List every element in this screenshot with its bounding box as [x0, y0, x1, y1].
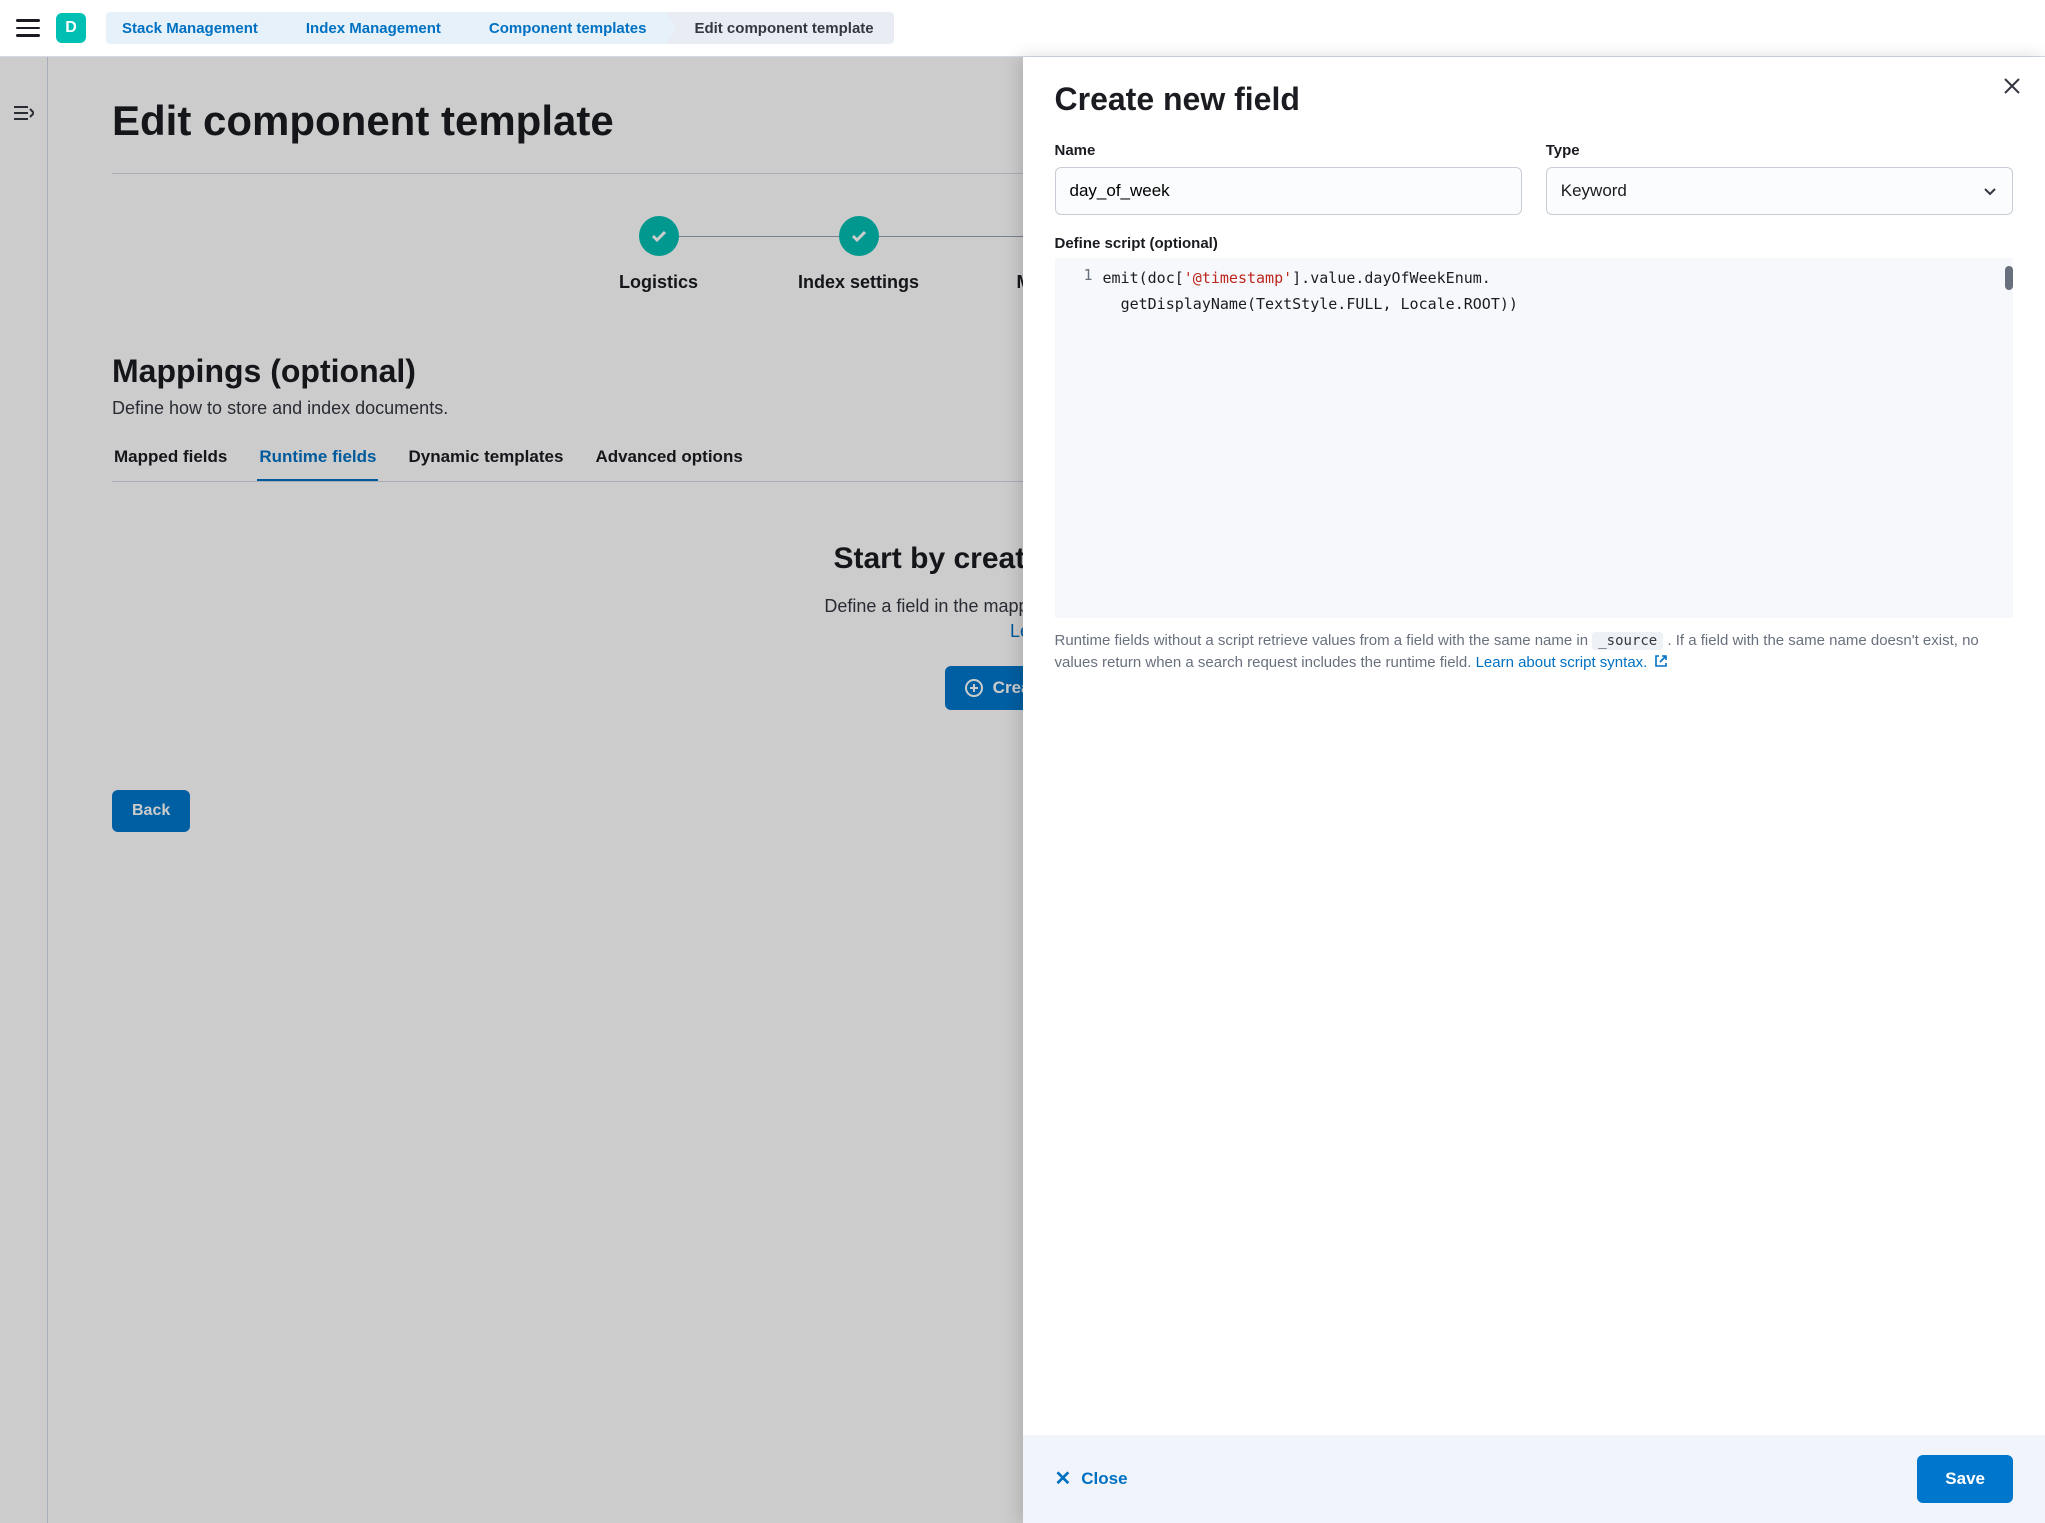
close-flyout-button[interactable] — [2003, 77, 2021, 95]
breadcrumb-component-templates[interactable]: Component templates — [461, 12, 667, 44]
script-label: Define script (optional) — [1055, 235, 2014, 252]
top-bar: D Stack Management Index Management Comp… — [0, 0, 2045, 57]
breadcrumb-stack-management[interactable]: Stack Management — [106, 12, 278, 44]
create-field-flyout: Create new field Name Type Keyword — [1023, 57, 2045, 1523]
editor-gutter: 1 — [1055, 258, 1103, 618]
close-icon: ✕ — [1055, 1469, 1072, 1489]
flyout-title: Create new field — [1055, 81, 2014, 118]
field-name-input[interactable] — [1055, 167, 1522, 215]
breadcrumb-current: Edit component template — [666, 12, 893, 44]
source-code-token: _source — [1592, 632, 1663, 650]
script-editor[interactable]: 1 emit(doc['@timestamp'].value.dayOfWeek… — [1055, 258, 2014, 618]
external-link-icon — [1654, 654, 1668, 668]
editor-content[interactable]: emit(doc['@timestamp'].value.dayOfWeekEn… — [1103, 258, 2014, 618]
breadcrumbs: Stack Management Index Management Compon… — [106, 12, 894, 44]
save-button[interactable]: Save — [1917, 1455, 2013, 1503]
type-selected-value: Keyword — [1561, 181, 1627, 201]
breadcrumb-index-management[interactable]: Index Management — [278, 12, 461, 44]
flyout-footer: ✕ Close Save — [1023, 1435, 2045, 1523]
editor-scrollbar[interactable] — [2005, 266, 2013, 290]
field-type-select[interactable]: Keyword — [1546, 167, 2013, 215]
script-help-text: Runtime fields without a script retrieve… — [1055, 630, 2014, 674]
chevron-down-icon — [1982, 183, 1998, 199]
space-avatar[interactable]: D — [56, 13, 86, 43]
nav-menu-toggle[interactable] — [16, 16, 40, 40]
script-syntax-link[interactable]: Learn about script syntax. — [1476, 654, 1668, 671]
name-label: Name — [1055, 142, 1522, 159]
close-button[interactable]: ✕ Close — [1055, 1469, 1128, 1489]
type-label: Type — [1546, 142, 2013, 159]
